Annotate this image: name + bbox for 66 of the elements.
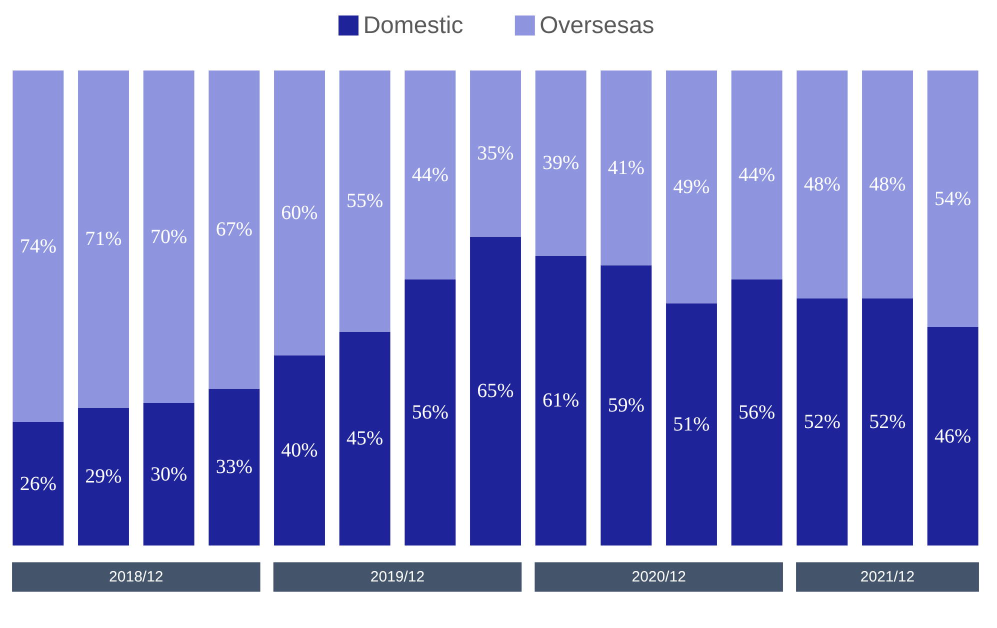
bar (862, 70, 913, 298)
data-label: 40% (281, 440, 318, 462)
bar (535, 70, 586, 256)
data-label: 56% (412, 402, 449, 424)
data-label: 39% (542, 152, 580, 174)
bar (731, 70, 782, 280)
data-label: 60% (281, 202, 318, 224)
text: 2018/12 (109, 568, 164, 586)
data-label: 74% (20, 235, 57, 258)
data-label: 35% (477, 142, 514, 165)
bar (927, 327, 978, 546)
data-label: 30% (150, 463, 188, 486)
data-label: 52% (869, 411, 906, 433)
bar (470, 236, 521, 546)
data-label: 54% (934, 188, 972, 210)
bar (12, 422, 64, 546)
bar (274, 356, 325, 546)
bar (78, 70, 129, 408)
legend-label: Oversesas (540, 12, 654, 39)
bar (143, 70, 194, 403)
data-label: 29% (85, 466, 122, 488)
data-label: 48% (804, 174, 841, 196)
data-label: 65% (477, 380, 514, 402)
bar (666, 303, 717, 546)
bar (535, 256, 586, 546)
bar (862, 298, 913, 546)
bar (339, 70, 390, 332)
data-label: 59% (608, 394, 645, 416)
text: 2019/12 (370, 568, 425, 586)
legend-label: Domestic (363, 12, 464, 39)
data-label: 56% (738, 402, 776, 424)
bar (78, 408, 129, 546)
data-label: 48% (869, 174, 906, 196)
text: 2021/12 (860, 568, 915, 586)
data-label: 67% (216, 218, 253, 241)
bar (600, 70, 652, 266)
bar (927, 70, 978, 327)
bar (208, 70, 260, 389)
data-label: 70% (150, 226, 188, 248)
bar (470, 70, 521, 237)
data-label: 44% (412, 164, 449, 186)
bar (600, 265, 652, 546)
bar (666, 70, 717, 304)
bar (796, 298, 848, 546)
data-label: 49% (673, 176, 710, 198)
data-label: 46% (934, 425, 972, 448)
bar (339, 332, 390, 546)
bar (731, 280, 782, 546)
data-label: 71% (85, 228, 122, 250)
bar (208, 388, 260, 546)
bar (404, 280, 456, 546)
bar (274, 70, 325, 356)
text: 2020/12 (632, 568, 686, 586)
data-label: 41% (608, 156, 645, 179)
bar (404, 70, 456, 280)
bar (143, 403, 194, 546)
bar (12, 70, 64, 422)
data-label: 33% (216, 456, 253, 478)
bar (796, 70, 848, 298)
data-label: 52% (804, 411, 841, 433)
data-label: 55% (346, 190, 384, 212)
data-label: 45% (346, 428, 384, 450)
data-label: 51% (673, 413, 710, 436)
data-label: 26% (20, 472, 57, 495)
data-label: 61% (542, 390, 580, 412)
data-label: 44% (738, 164, 776, 186)
